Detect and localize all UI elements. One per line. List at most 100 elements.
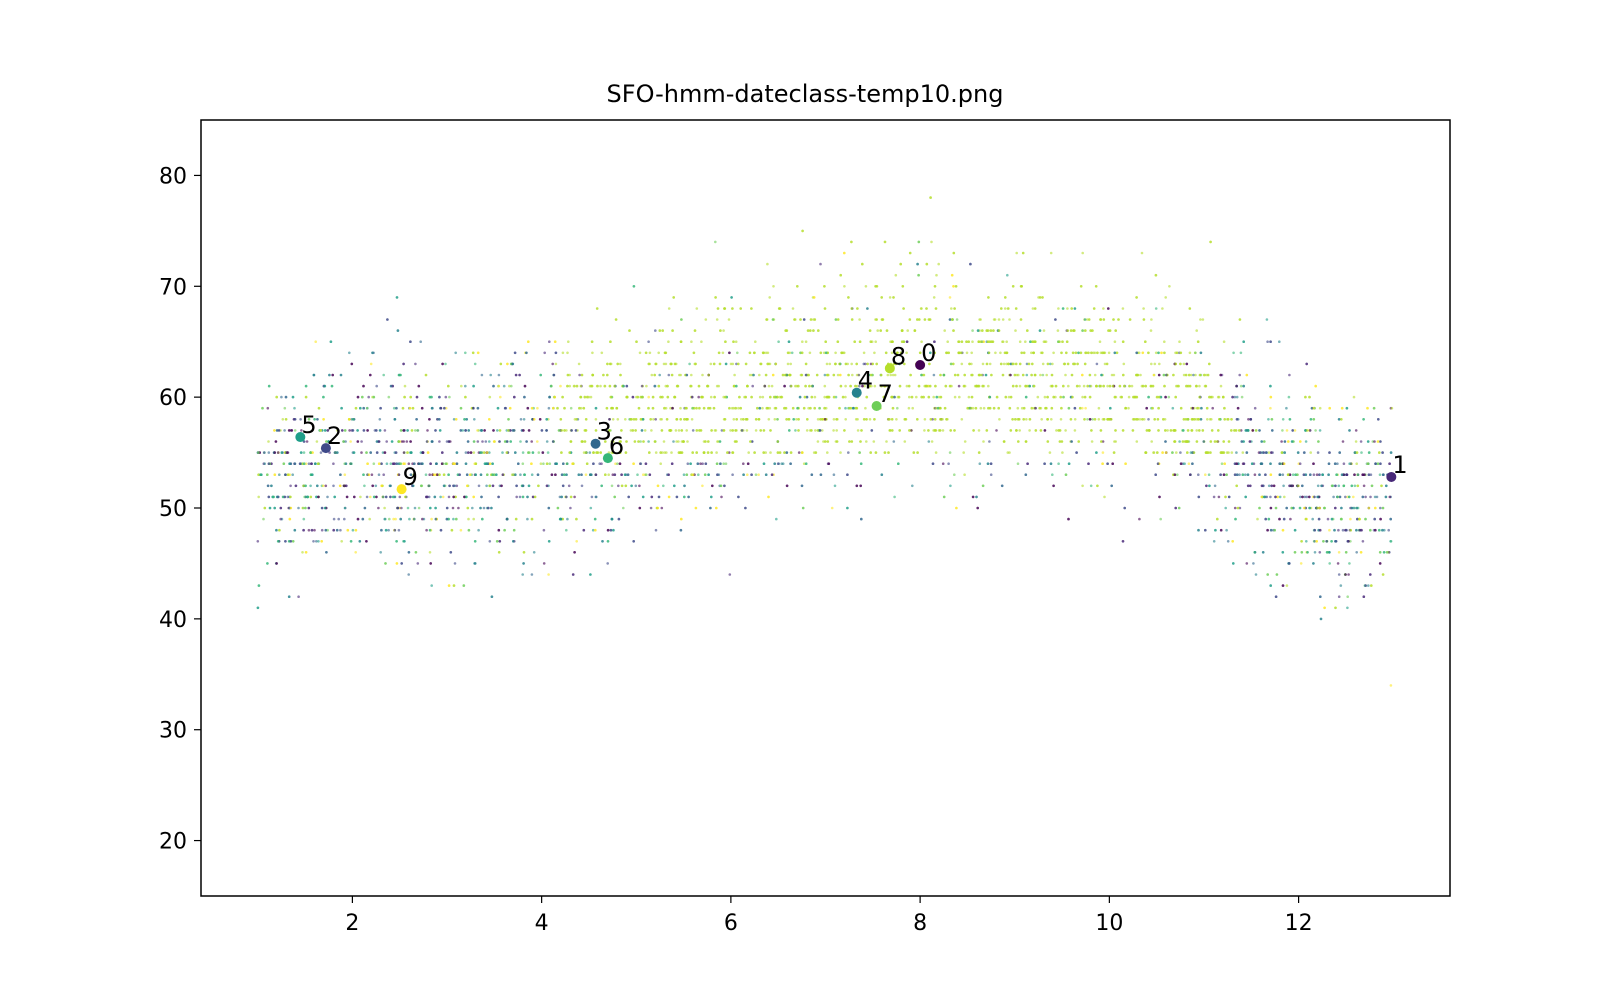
data-point	[1278, 517, 1281, 521]
data-point	[314, 340, 318, 344]
data-point	[371, 351, 374, 355]
data-point	[1008, 406, 1012, 410]
data-point	[532, 418, 536, 421]
data-point	[1109, 418, 1113, 421]
data-point	[455, 451, 459, 454]
data-point	[765, 318, 768, 321]
data-point	[1065, 340, 1069, 344]
data-point	[383, 429, 387, 432]
data-point	[1303, 495, 1307, 499]
data-point	[1293, 429, 1297, 432]
data-point	[797, 429, 800, 432]
data-point	[274, 440, 278, 443]
data-point	[267, 462, 271, 466]
data-point	[402, 440, 406, 443]
data-point	[1238, 318, 1242, 321]
data-point	[492, 429, 495, 432]
data-point	[283, 429, 286, 432]
data-point	[850, 440, 854, 443]
data-point	[507, 429, 510, 432]
data-point	[920, 373, 923, 377]
data-point	[683, 418, 686, 421]
data-point	[1204, 451, 1208, 454]
data-point	[988, 340, 992, 344]
data-point	[865, 440, 868, 443]
data-point	[1106, 384, 1109, 388]
data-point	[317, 495, 320, 499]
data-point	[1308, 495, 1311, 499]
data-point	[916, 418, 919, 421]
data-point	[1238, 373, 1241, 377]
data-point	[783, 384, 786, 388]
data-point	[1266, 573, 1269, 576]
data-point	[949, 429, 952, 432]
data-point	[762, 429, 766, 432]
data-point	[565, 429, 568, 432]
data-point	[981, 484, 985, 488]
data-point	[1310, 406, 1314, 410]
data-point	[594, 528, 597, 532]
data-point	[1000, 484, 1004, 488]
data-point	[1201, 429, 1205, 432]
data-point	[384, 562, 387, 565]
data-point	[1107, 351, 1111, 355]
data-point	[611, 473, 615, 477]
data-point	[1246, 429, 1250, 432]
data-point	[978, 373, 981, 377]
data-point	[1204, 473, 1207, 477]
data-point	[995, 429, 998, 432]
data-point	[667, 473, 670, 477]
data-point	[715, 318, 719, 321]
data-point	[1164, 395, 1167, 399]
data-point	[421, 517, 424, 521]
data-point	[352, 451, 356, 454]
data-point	[686, 462, 690, 466]
data-point	[639, 462, 642, 466]
data-point	[536, 440, 539, 443]
data-point	[721, 351, 725, 355]
data-point	[948, 451, 952, 454]
data-point	[1099, 318, 1103, 321]
data-point	[441, 495, 445, 499]
data-point	[1198, 395, 1201, 399]
data-point	[414, 362, 417, 366]
data-point	[953, 429, 956, 432]
data-point	[332, 484, 335, 488]
data-point	[999, 351, 1002, 355]
data-point	[808, 384, 811, 388]
data-point	[932, 296, 936, 299]
data-point	[316, 418, 319, 421]
data-point	[773, 462, 776, 466]
data-point	[637, 440, 640, 443]
data-point	[523, 473, 526, 477]
data-point	[1220, 462, 1224, 466]
data-point	[675, 418, 679, 421]
data-point	[273, 429, 276, 432]
data-point	[1278, 495, 1282, 499]
data-point	[319, 429, 323, 432]
data-point	[690, 395, 694, 399]
data-point	[563, 406, 566, 410]
data-point	[1337, 595, 1341, 598]
data-point	[611, 440, 615, 443]
data-point	[299, 418, 302, 421]
data-point	[1367, 584, 1370, 587]
data-point	[971, 373, 974, 377]
data-point	[635, 340, 638, 344]
data-point	[855, 484, 859, 488]
data-point	[1241, 451, 1245, 454]
data-point	[541, 451, 545, 454]
data-point	[1366, 406, 1369, 410]
data-point	[988, 440, 991, 443]
data-point	[395, 462, 399, 466]
data-point	[1050, 406, 1054, 410]
data-point	[439, 495, 442, 499]
data-point	[1309, 451, 1312, 454]
data-point	[1113, 351, 1117, 355]
data-point	[580, 373, 584, 377]
data-point	[1015, 384, 1018, 388]
data-point	[858, 384, 861, 388]
data-point	[605, 406, 609, 410]
data-point	[1260, 440, 1263, 443]
data-point	[776, 451, 780, 454]
